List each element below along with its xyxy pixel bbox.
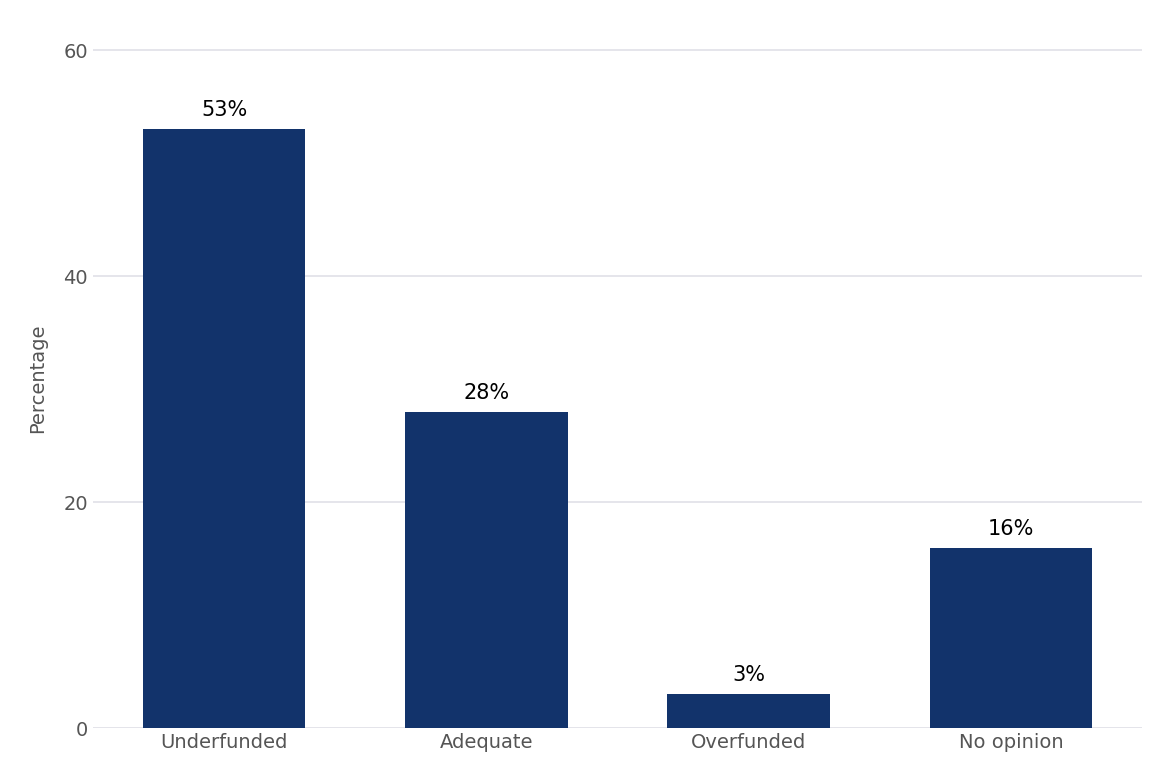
- Bar: [667, 694, 830, 729]
- Text: 16%: 16%: [987, 519, 1034, 538]
- Text: 28%: 28%: [463, 383, 509, 403]
- Bar: [143, 129, 305, 729]
- Y-axis label: Percentage: Percentage: [28, 324, 47, 433]
- Text: 3%: 3%: [732, 665, 765, 686]
- Text: 53%: 53%: [201, 101, 247, 120]
- Bar: [405, 412, 567, 729]
- Bar: [930, 548, 1093, 729]
